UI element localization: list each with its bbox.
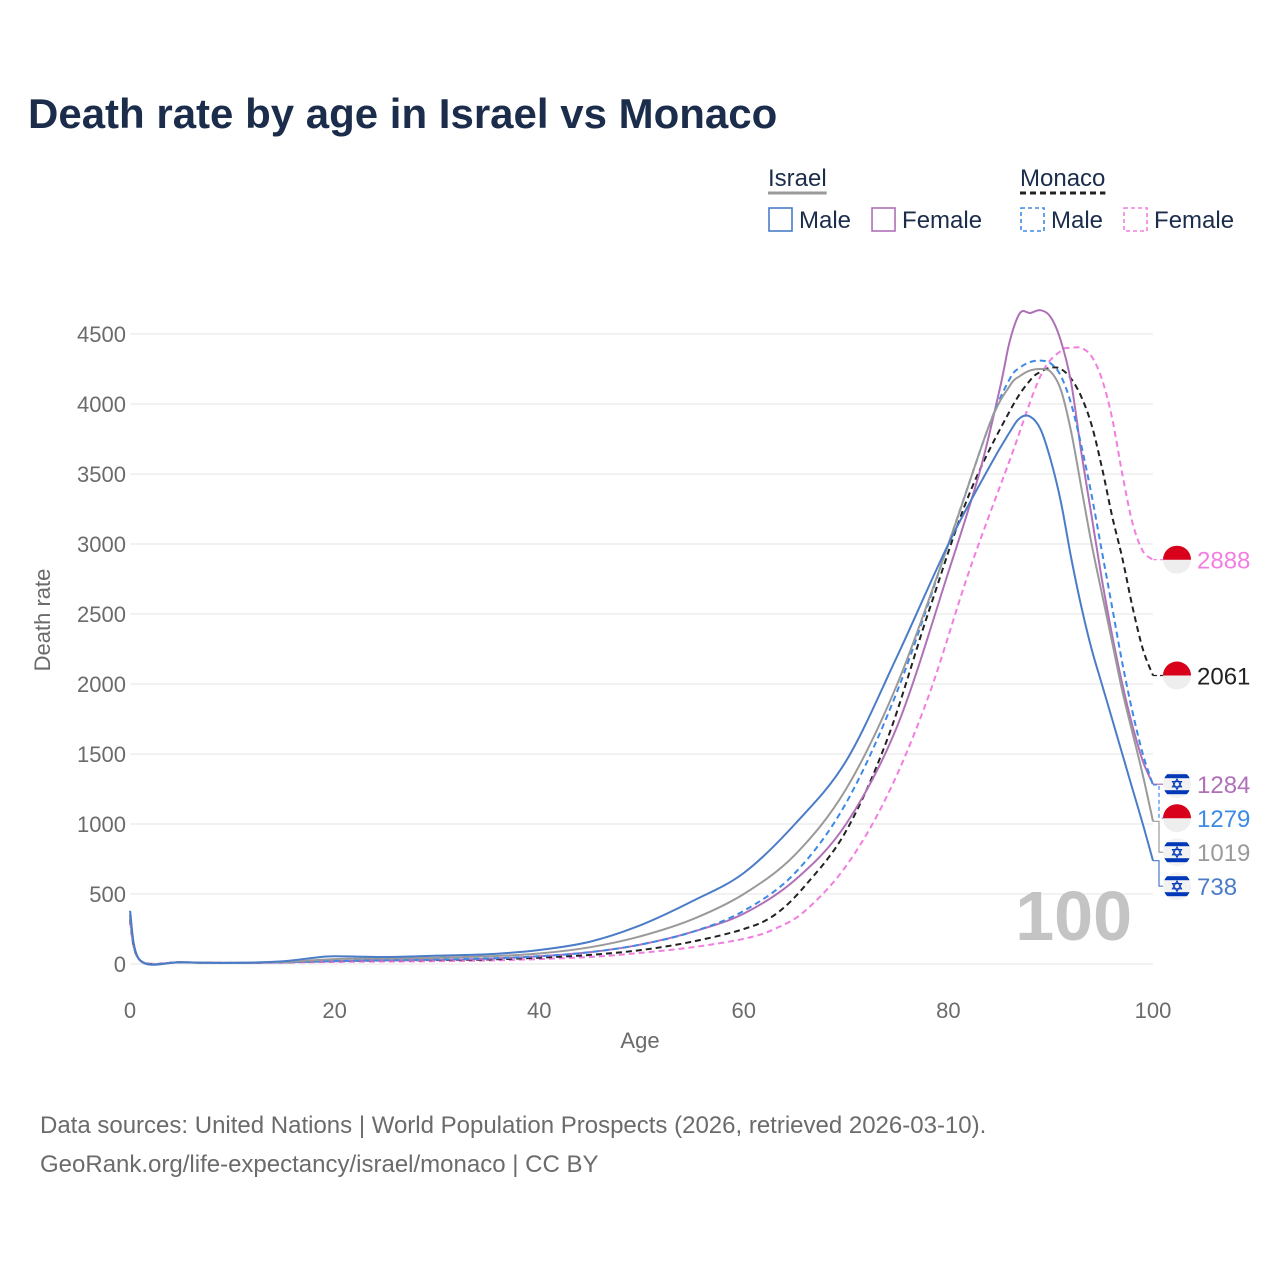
monaco-flag-icon [1163,661,1191,690]
israel-flag-icon [1163,872,1191,901]
legend-item-label[interactable]: Female [902,207,982,234]
israel-flag-icon [1163,770,1191,799]
grid [130,333,1153,965]
end-value-label: 1279 [1197,806,1250,833]
legend-swatch[interactable] [768,207,793,232]
end-value-label: 2888 [1197,548,1250,575]
y-tick-label: 500 [89,882,126,907]
x-axis-ticks: 0 20 40 60 80 100 [124,998,1171,1023]
series-line[interactable] [129,414,1154,966]
y-tick-label: 1500 [77,742,126,767]
x-tick-label: 80 [936,998,960,1023]
y-tick-label: 2500 [77,602,126,627]
legend-swatch[interactable] [1020,207,1045,232]
y-axis-label: Death rate [30,569,55,672]
series-line[interactable] [129,309,1154,966]
y-tick-label: 0 [114,952,126,977]
series-line[interactable] [129,366,1154,966]
leader-line [1153,860,1165,887]
legend-group-title: Monaco [1020,165,1105,192]
y-tick-label: 4000 [77,392,126,417]
series-lines [129,309,1154,966]
x-axis-label: Age [620,1028,659,1053]
y-tick-label: 4500 [77,322,126,347]
source-link[interactable]: GeoRank.org/life-expectancy/israel/monac… [40,1151,599,1178]
end-value-label: 738 [1197,874,1237,901]
end-value-label: 1284 [1197,772,1250,799]
y-tick-label: 3500 [77,462,126,487]
israel-flag-icon [1163,838,1191,867]
legend-swatch[interactable] [1123,207,1148,232]
legend-item-label[interactable]: Male [799,207,851,234]
legend-item-label[interactable]: Female [1154,207,1234,234]
y-axis-ticks: 0 500 1000 1500 2000 2500 3000 3500 4000 4500 [77,322,126,977]
series-line[interactable] [129,367,1154,966]
x-tick-label: 100 [1135,998,1172,1023]
end-value-label: 1019 [1197,840,1250,867]
watermark: 100 [1015,877,1132,955]
y-tick-label: 1000 [77,812,126,837]
series-line[interactable] [129,346,1154,965]
legend-item-label[interactable]: Male [1051,207,1103,234]
end-value-label: 2061 [1197,663,1250,690]
monaco-flag-icon [1163,545,1191,574]
end-labels: 2888 2061 1284 1279 1019 738 [1153,545,1250,901]
series-line[interactable] [129,359,1154,966]
x-tick-label: 60 [732,998,756,1023]
leader-line [1153,784,1165,819]
leader-line [1153,820,1165,853]
x-tick-label: 0 [124,998,136,1023]
legend-group-title: Israel [768,165,827,192]
x-tick-label: 40 [527,998,551,1023]
legend: Israel Male Female Monaco Male Female [768,165,1234,234]
y-tick-label: 2000 [77,672,126,697]
legend-swatch[interactable] [871,207,896,232]
x-tick-label: 20 [322,998,346,1023]
monaco-flag-icon [1163,804,1191,833]
chart-title: Death rate by age in Israel vs Monaco [28,90,778,137]
chart: Israel Male Female Monaco Male Female 100 0 50… [30,165,1250,1053]
footer: Data sources: United Nations | World Pop… [40,1106,986,1184]
data-source: Data sources: United Nations | World Pop… [40,1112,987,1139]
y-tick-label: 3000 [77,532,126,557]
